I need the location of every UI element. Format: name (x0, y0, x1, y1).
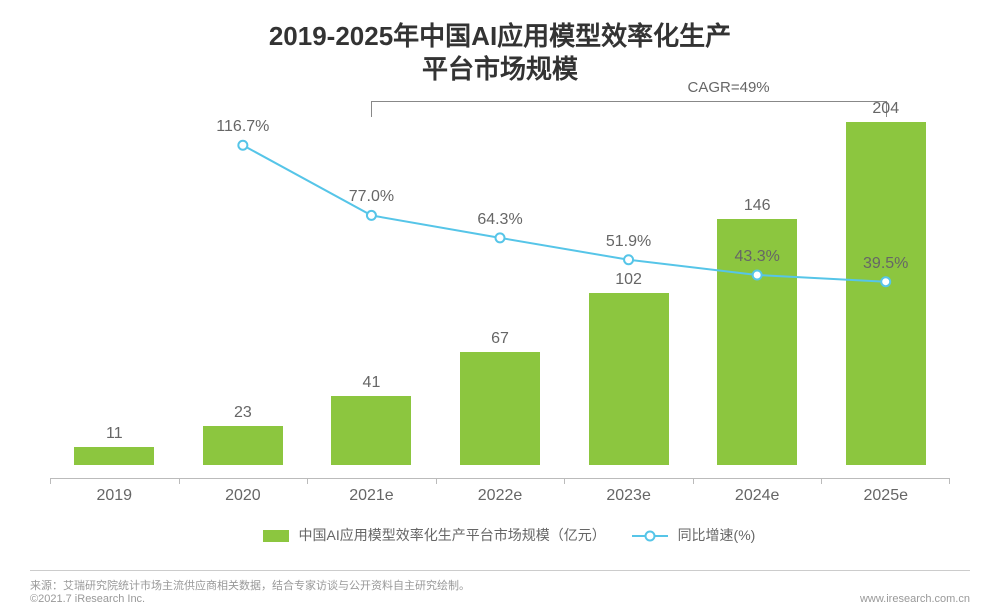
bar-slot: 41 (307, 95, 436, 465)
x-axis: 201920202021e2022e2023e2024e2025e (50, 478, 950, 505)
bar-slot: 204 (821, 95, 950, 465)
bar-value-label: 146 (744, 197, 771, 215)
bar-value-label: 204 (872, 100, 899, 118)
footer-site: www.iresearch.com.cn (860, 593, 970, 605)
chart-area: CAGR=49% 11234167102146204 116.7%77.0%64… (30, 95, 970, 525)
footer: 来源：艾瑞研究院统计市场主流供应商相关数据，结合专家访谈与公开资料自主研究绘制。… (30, 570, 970, 605)
bar-slot: 146 (693, 95, 822, 465)
line-value-label: 77.0% (349, 188, 394, 206)
legend-bar-label: 中国AI应用模型效率化生产平台市场规模（亿元） (299, 527, 606, 543)
x-tick: 2021e (307, 479, 436, 505)
plot-area: 11 23 41 67 102 146 204 116.7% 77.0% 64.3% 51.9% 4… (50, 95, 950, 465)
chart-title: 2019-2025年中国AI应用模型效率化生产 平台市场规模 (30, 20, 970, 85)
cagr-label: CAGR=49% (688, 79, 770, 96)
line-value-label: 116.7% (216, 118, 269, 136)
title-line-1: 2019-2025年中国AI应用模型效率化生产 (30, 20, 970, 53)
bar-slot: 67 (436, 95, 565, 465)
bar (846, 122, 926, 465)
bar-value-label: 102 (615, 271, 642, 289)
x-tick: 2025e (821, 479, 950, 505)
x-tick: 2023e (564, 479, 693, 505)
legend-line-swatch (632, 530, 668, 542)
x-tick: 2019 (50, 479, 179, 505)
bar-value-label: 41 (363, 374, 381, 392)
line-value-label: 43.3% (734, 248, 779, 266)
bar-value-label: 67 (491, 330, 509, 348)
bar-value-label: 23 (234, 404, 252, 422)
legend-line-label: 同比增速(%) (678, 527, 756, 543)
legend: 中国AI应用模型效率化生产平台市场规模（亿元） 同比增速(%) (30, 525, 970, 545)
footer-copyright: ©2021.7 iResearch Inc. (30, 593, 970, 605)
x-tick: 2020 (179, 479, 308, 505)
bar-slot: 11 (50, 95, 179, 465)
bar (203, 426, 283, 465)
legend-bar-swatch (263, 530, 289, 542)
chart-container: 2019-2025年中国AI应用模型效率化生产 平台市场规模 CAGR=49% … (0, 0, 1000, 613)
bar-row: 11 23 41 67 102 146 204 (50, 95, 950, 465)
bar-slot: 102 (564, 95, 693, 465)
title-line-2: 平台市场规模 (30, 53, 970, 86)
bar-slot: 23 (179, 95, 308, 465)
bar (589, 293, 669, 465)
bar (460, 352, 540, 465)
x-tick: 2024e (693, 479, 822, 505)
x-tick: 2022e (436, 479, 565, 505)
bar (331, 396, 411, 465)
bar (74, 447, 154, 466)
line-value-label: 64.3% (477, 211, 522, 229)
footer-source: 来源：艾瑞研究院统计市场主流供应商相关数据，结合专家访谈与公开资料自主研究绘制。 (30, 577, 970, 593)
line-value-label: 51.9% (606, 233, 651, 251)
line-value-label: 39.5% (863, 255, 908, 273)
bar-value-label: 11 (106, 425, 123, 443)
